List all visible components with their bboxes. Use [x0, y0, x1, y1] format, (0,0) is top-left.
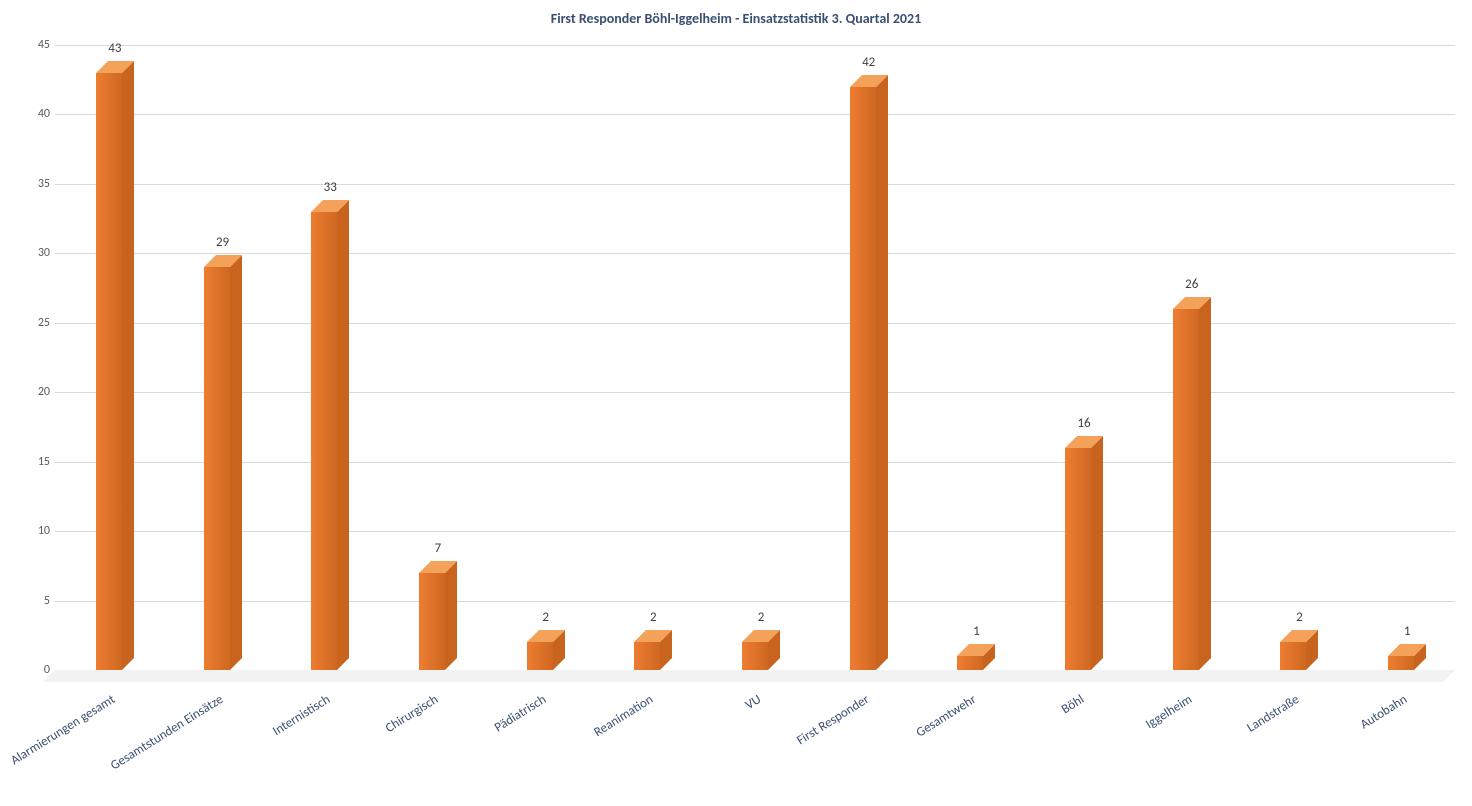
- data-label: 29: [216, 235, 229, 250]
- bar: [311, 212, 337, 670]
- bar: [850, 87, 876, 670]
- data-label: 43: [108, 41, 121, 56]
- gridline: [55, 462, 1455, 463]
- chart-floor: [43, 670, 1455, 682]
- gridline: [55, 392, 1455, 393]
- bar-side: [876, 75, 888, 670]
- y-tick-label: 15: [10, 455, 50, 469]
- bar: [1388, 656, 1414, 670]
- bar: [527, 642, 553, 670]
- y-tick-label: 5: [10, 594, 50, 608]
- bar-front: [204, 267, 230, 670]
- gridline: [55, 253, 1455, 254]
- gridline: [55, 531, 1455, 532]
- data-label: 33: [324, 180, 337, 195]
- bar-side: [337, 200, 349, 670]
- bar: [742, 642, 768, 670]
- y-tick-label: 30: [10, 246, 50, 260]
- data-label: 42: [862, 55, 875, 70]
- bar-front: [527, 642, 553, 670]
- bar-side: [122, 61, 134, 670]
- bar-front: [311, 212, 337, 670]
- y-tick-label: 10: [10, 524, 50, 538]
- data-label: 1: [973, 624, 980, 639]
- y-tick-label: 40: [10, 107, 50, 121]
- bar-front: [1065, 448, 1091, 670]
- y-tick-label: 25: [10, 316, 50, 330]
- bar-side: [1091, 436, 1103, 670]
- y-tick-label: 20: [10, 385, 50, 399]
- bar-front: [419, 573, 445, 670]
- chart-title: First Responder Böhl-Iggelheim - Einsatz…: [0, 10, 1472, 27]
- data-label: 2: [542, 610, 549, 625]
- bar-front: [634, 642, 660, 670]
- bar-side: [230, 255, 242, 670]
- data-label: 1: [1404, 624, 1411, 639]
- bar: [96, 73, 122, 670]
- gridline: [55, 184, 1455, 185]
- bar-front: [850, 87, 876, 670]
- bar-chart: First Responder Böhl-Iggelheim - Einsatz…: [0, 0, 1472, 806]
- bar: [1280, 642, 1306, 670]
- bar-side: [445, 561, 457, 670]
- bar-front: [742, 642, 768, 670]
- bar-front: [96, 73, 122, 670]
- bar: [1065, 448, 1091, 670]
- bar-side: [1199, 297, 1211, 670]
- bar: [634, 642, 660, 670]
- data-label: 2: [650, 610, 657, 625]
- data-label: 26: [1185, 277, 1198, 292]
- y-tick-label: 0: [10, 663, 50, 677]
- bar: [1173, 309, 1199, 670]
- gridline: [55, 114, 1455, 115]
- bar-front: [1280, 642, 1306, 670]
- bar-front: [957, 656, 983, 670]
- bar-front: [1388, 656, 1414, 670]
- bar-front: [1173, 309, 1199, 670]
- gridline: [55, 601, 1455, 602]
- data-label: 2: [1296, 610, 1303, 625]
- data-label: 2: [758, 610, 765, 625]
- data-label: 16: [1077, 416, 1090, 431]
- y-tick-label: 45: [10, 38, 50, 52]
- plot-area: [55, 45, 1455, 670]
- data-label: 7: [435, 541, 442, 556]
- bar: [204, 267, 230, 670]
- y-tick-label: 35: [10, 177, 50, 191]
- gridline: [55, 45, 1455, 46]
- gridline: [55, 323, 1455, 324]
- bar: [957, 656, 983, 670]
- bar: [419, 573, 445, 670]
